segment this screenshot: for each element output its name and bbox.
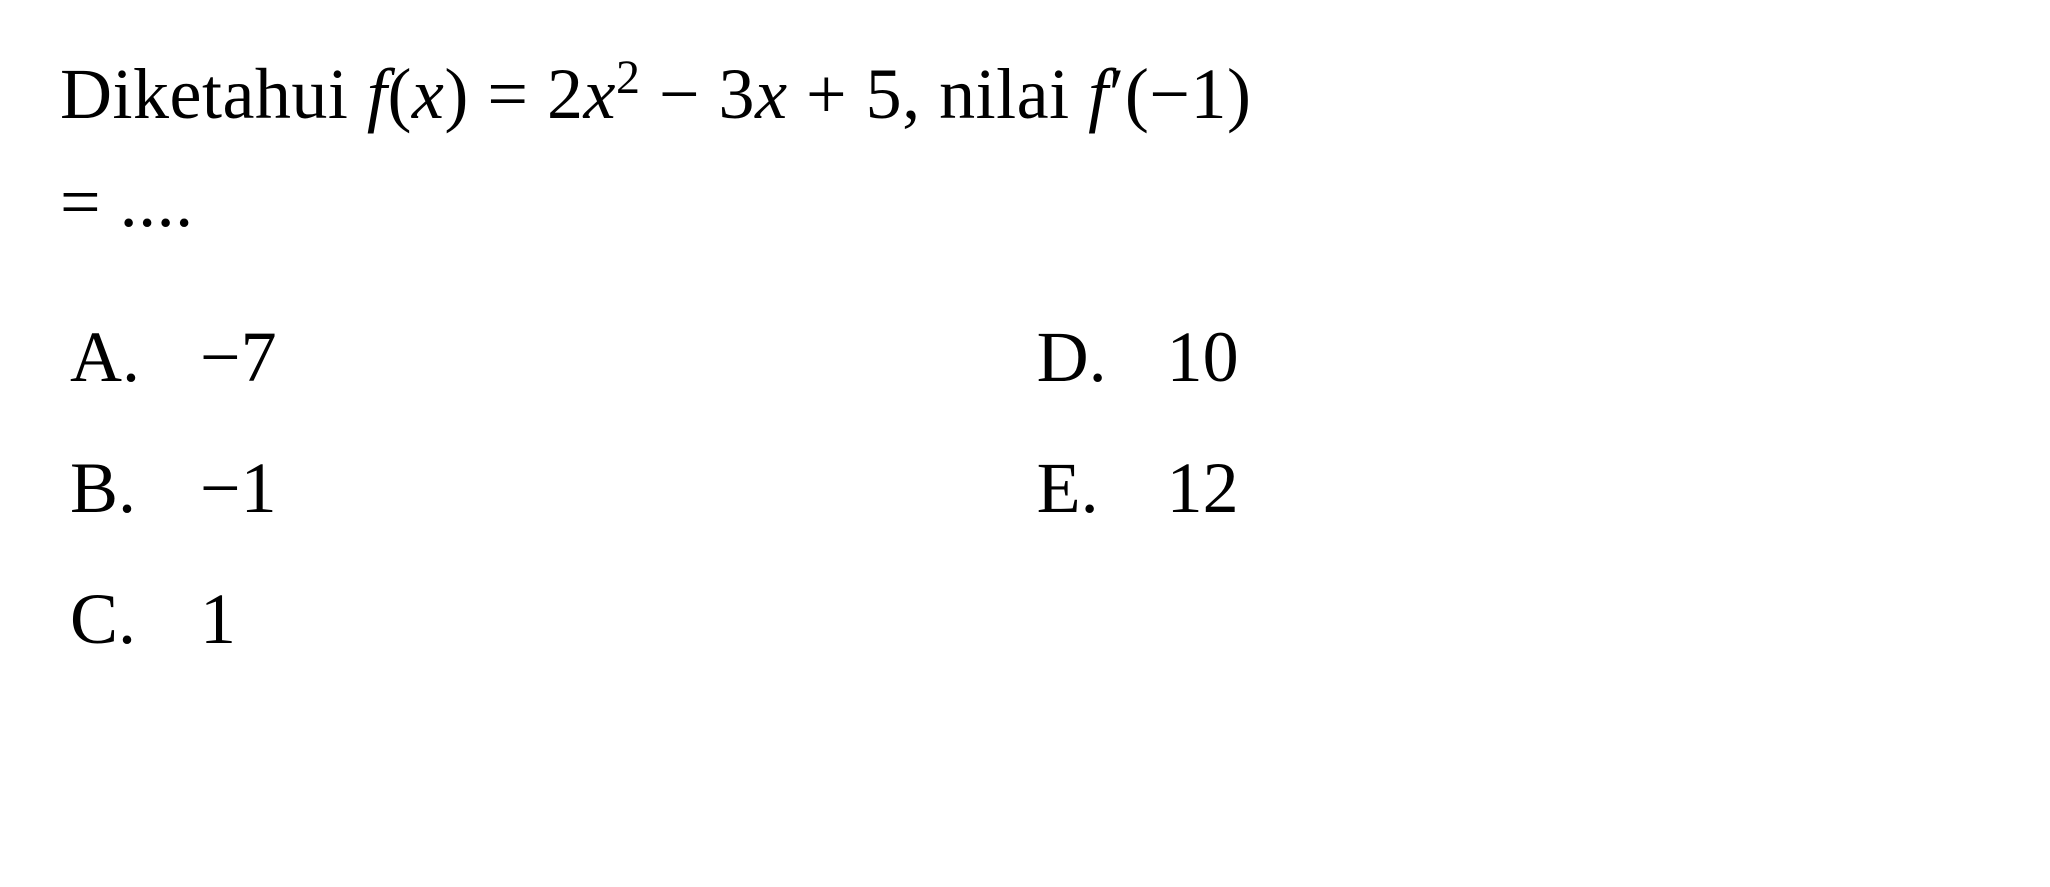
question-deriv-f: f: [1088, 54, 1109, 134]
option-b[interactable]: B. −1: [70, 447, 277, 530]
question-deriv-arg: (−1): [1125, 54, 1252, 134]
options-right-column: D. 10 E. 12: [1037, 316, 1239, 661]
option-e[interactable]: E. 12: [1037, 447, 1239, 530]
option-b-value: −1: [200, 447, 277, 530]
option-d[interactable]: D. 10: [1037, 316, 1239, 399]
question-plus5: + 5, nilai: [788, 54, 1089, 134]
option-a-letter: A.: [70, 316, 200, 399]
options-left-column: A. −7 B. −1 C. 1: [70, 316, 277, 661]
options-container: A. −7 B. −1 C. 1 D. 10 E. 12: [60, 316, 1990, 661]
option-e-letter: E.: [1037, 447, 1167, 530]
question-exponent: 2: [616, 51, 641, 104]
option-a-value: −7: [200, 316, 277, 399]
option-c[interactable]: C. 1: [70, 578, 277, 661]
question-eq-2: ) = 2: [444, 54, 583, 134]
option-d-letter: D.: [1037, 316, 1167, 399]
question-prime: ′: [1109, 54, 1125, 134]
question-var-x3: x: [755, 54, 787, 134]
option-c-value: 1: [200, 578, 236, 661]
option-a[interactable]: A. −7: [70, 316, 277, 399]
question-minus3: − 3: [640, 54, 755, 134]
question-equals-blank: = ....: [60, 162, 194, 242]
option-c-letter: C.: [70, 578, 200, 661]
question-prefix: Diketahui: [60, 54, 367, 134]
option-e-value: 12: [1167, 447, 1239, 530]
question-f: f: [367, 54, 388, 134]
question-text: Diketahui f(x) = 2x2 − 3x + 5, nilai f′(…: [60, 40, 1990, 256]
question-paren-open: (: [387, 54, 411, 134]
option-b-letter: B.: [70, 447, 200, 530]
question-var-x1: x: [412, 54, 444, 134]
question-var-x2: x: [583, 54, 615, 134]
option-d-value: 10: [1167, 316, 1239, 399]
